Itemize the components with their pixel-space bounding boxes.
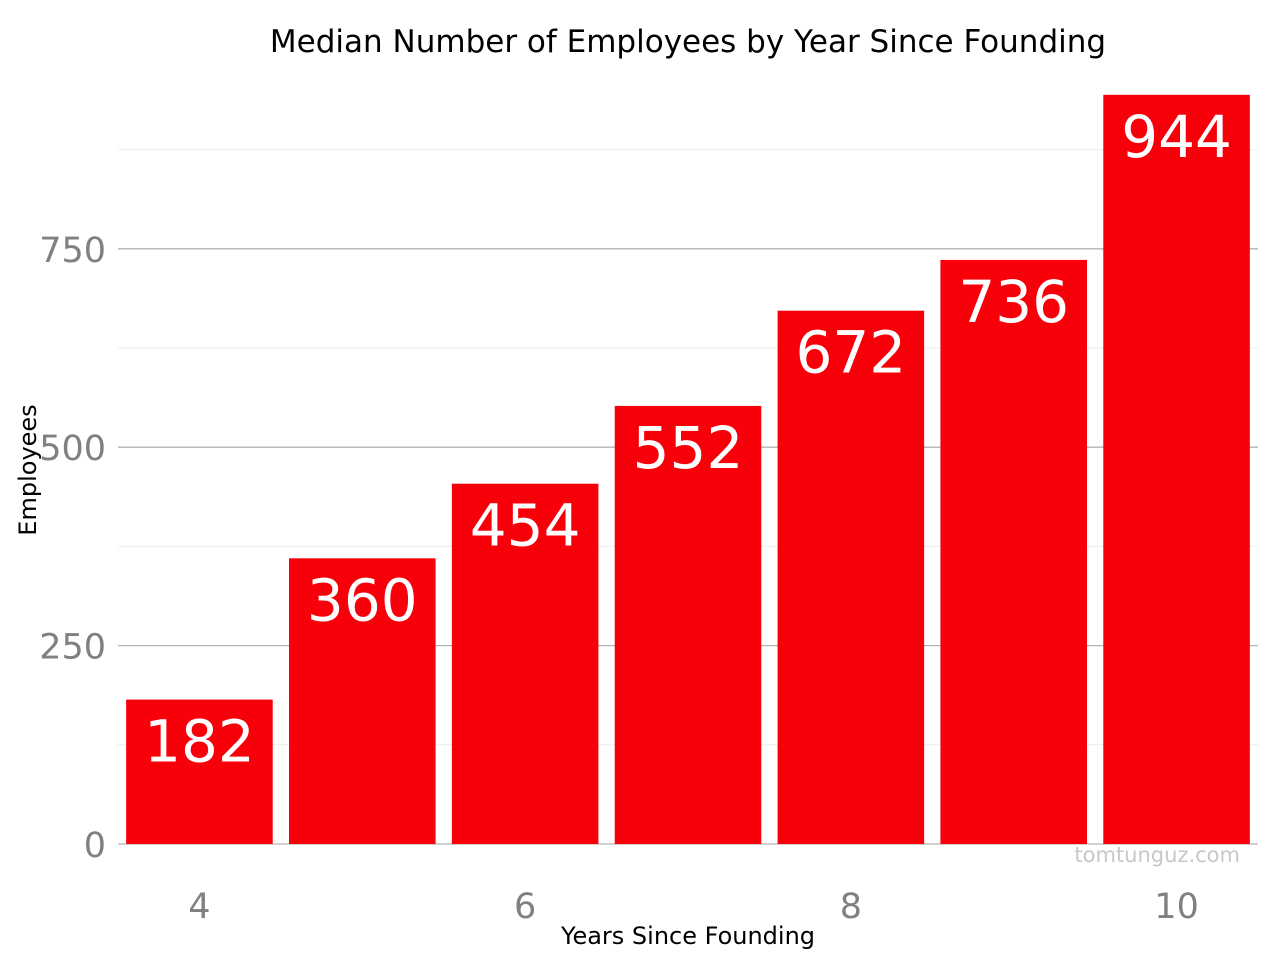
x-axis-title: Years Since Founding	[560, 922, 815, 950]
y-tick-label: 250	[39, 628, 106, 668]
bar	[289, 558, 436, 844]
bar-value-label: 736	[958, 268, 1069, 336]
bar-value-label: 182	[144, 708, 255, 776]
bar-value-label: 454	[470, 492, 581, 560]
bar	[1103, 94, 1250, 844]
y-axis-title: Employees	[14, 404, 42, 535]
bar-value-label: 944	[1121, 103, 1232, 171]
x-tick-label: 8	[840, 887, 862, 927]
y-tick-label: 750	[39, 231, 106, 271]
bar	[940, 259, 1087, 844]
bar	[451, 483, 599, 844]
x-tick-label: 6	[514, 887, 536, 927]
bar	[777, 310, 925, 844]
x-tick-label: 4	[188, 887, 210, 927]
labels-layer: 182 360 454 552 672 736 944	[144, 103, 1232, 776]
x-tick-label: 10	[1154, 887, 1199, 927]
bars-layer	[126, 94, 1250, 844]
bar-value-label: 672	[795, 319, 906, 387]
bar-value-label: 552	[633, 414, 744, 482]
axes-layer: 0 250 500 750 4 6 8 10	[39, 231, 1199, 927]
bar-value-label: 360	[307, 566, 418, 634]
watermark-text: tomtunguz.com	[1074, 843, 1240, 867]
bar	[614, 405, 762, 844]
chart-title: Median Number of Employees by Year Since…	[270, 24, 1106, 60]
y-tick-label: 0	[84, 826, 106, 866]
y-tick-label: 500	[39, 429, 106, 469]
bar	[126, 699, 273, 844]
